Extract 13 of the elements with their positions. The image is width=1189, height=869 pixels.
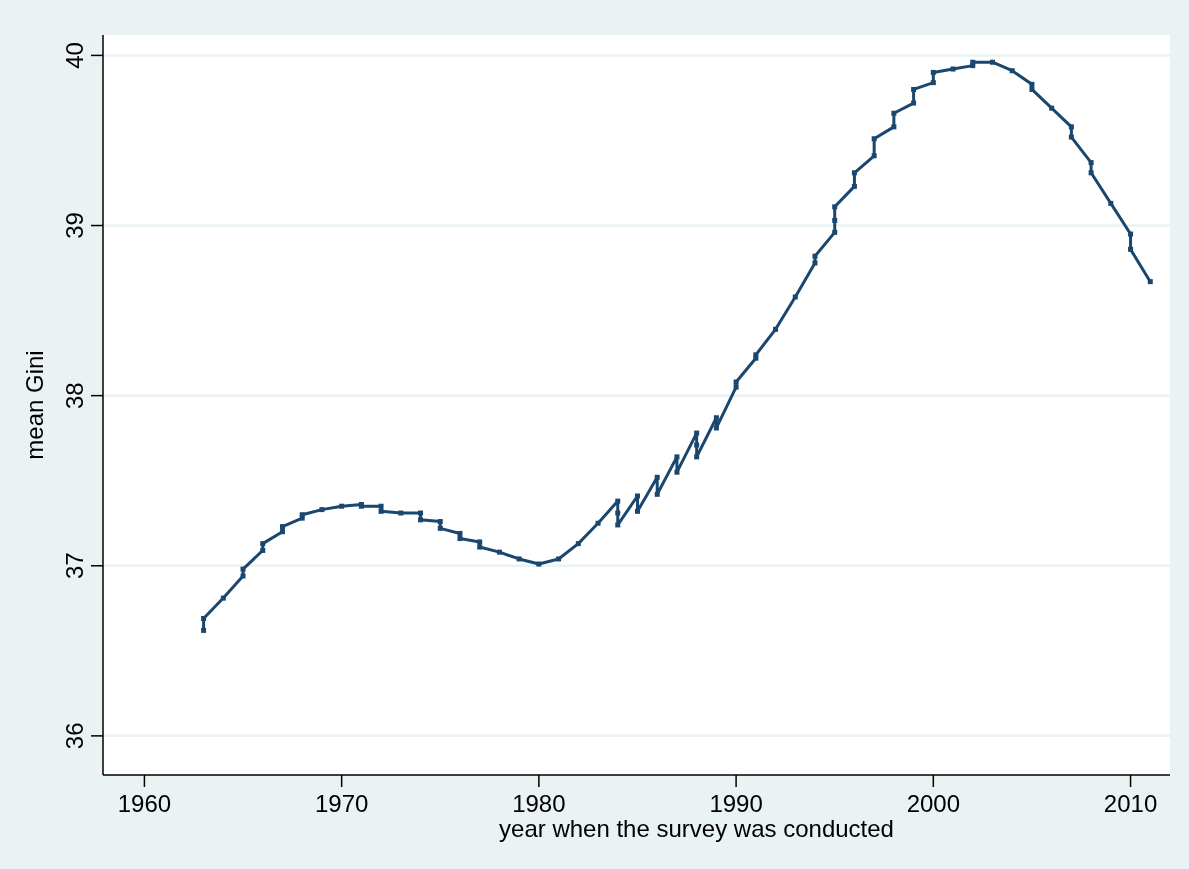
x-tick-label: 1990	[709, 790, 763, 817]
x-tick-label: 2000	[906, 790, 961, 817]
y-axis-title: mean Gini	[21, 350, 48, 460]
y-tick-label: 36	[61, 722, 88, 750]
x-axis-title: year when the survey was conducted	[499, 815, 894, 842]
y-tick-label: 37	[61, 552, 88, 580]
x-tick-label: 1960	[117, 790, 172, 817]
y-tick-label: 38	[61, 382, 88, 409]
y-tick-label: 39	[61, 212, 88, 239]
x-tick-label: 2010	[1103, 790, 1158, 817]
x-tick-label: 1980	[512, 790, 566, 817]
x-tick-label: 1970	[314, 790, 369, 817]
y-tick-label: 40	[61, 42, 88, 69]
